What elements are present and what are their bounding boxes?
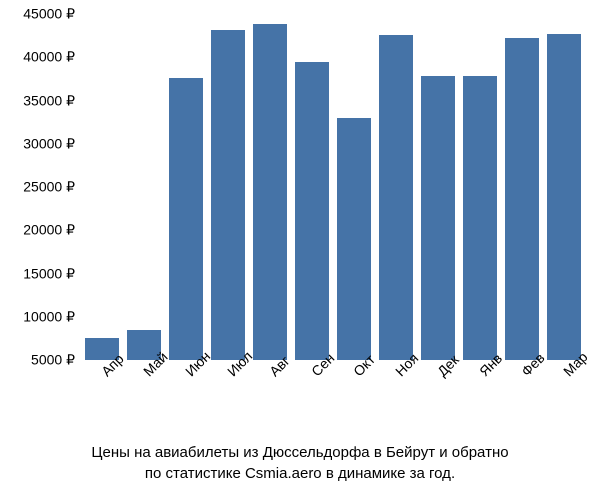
y-tick-label: 30000 ₽ bbox=[23, 135, 81, 152]
bar bbox=[169, 78, 203, 360]
caption-line: по статистике Csmia.aero в динамике за г… bbox=[0, 463, 600, 484]
chart-caption: Цены на авиабилеты из Дюссельдорфа в Бей… bbox=[0, 442, 600, 484]
bar bbox=[253, 24, 287, 360]
bar bbox=[379, 35, 413, 360]
bar bbox=[547, 34, 581, 360]
y-tick-label: 45000 ₽ bbox=[23, 6, 81, 23]
bar bbox=[505, 38, 539, 360]
plot-area: 5000 ₽10000 ₽15000 ₽20000 ₽25000 ₽30000 … bbox=[80, 14, 585, 361]
y-tick-label: 35000 ₽ bbox=[23, 92, 81, 109]
y-tick-label: 25000 ₽ bbox=[23, 179, 81, 196]
y-tick-label: 20000 ₽ bbox=[23, 222, 81, 239]
price-chart: 5000 ₽ 10000 ₽ 15000 ₽ 20000 ₽ 25000 ₽ 30000 … bbox=[0, 0, 600, 500]
y-tick-label: 5000 ₽ bbox=[31, 352, 81, 369]
bar bbox=[337, 118, 371, 360]
bar bbox=[421, 76, 455, 360]
caption-line: Цены на авиабилеты из Дюссельдорфа в Бей… bbox=[0, 442, 600, 463]
y-tick-label: 40000 ₽ bbox=[23, 49, 81, 66]
bar bbox=[211, 30, 245, 360]
bar bbox=[463, 76, 497, 360]
y-tick-label: 15000 ₽ bbox=[23, 265, 81, 282]
bar bbox=[295, 62, 329, 360]
y-tick-label: 10000 ₽ bbox=[23, 308, 81, 325]
